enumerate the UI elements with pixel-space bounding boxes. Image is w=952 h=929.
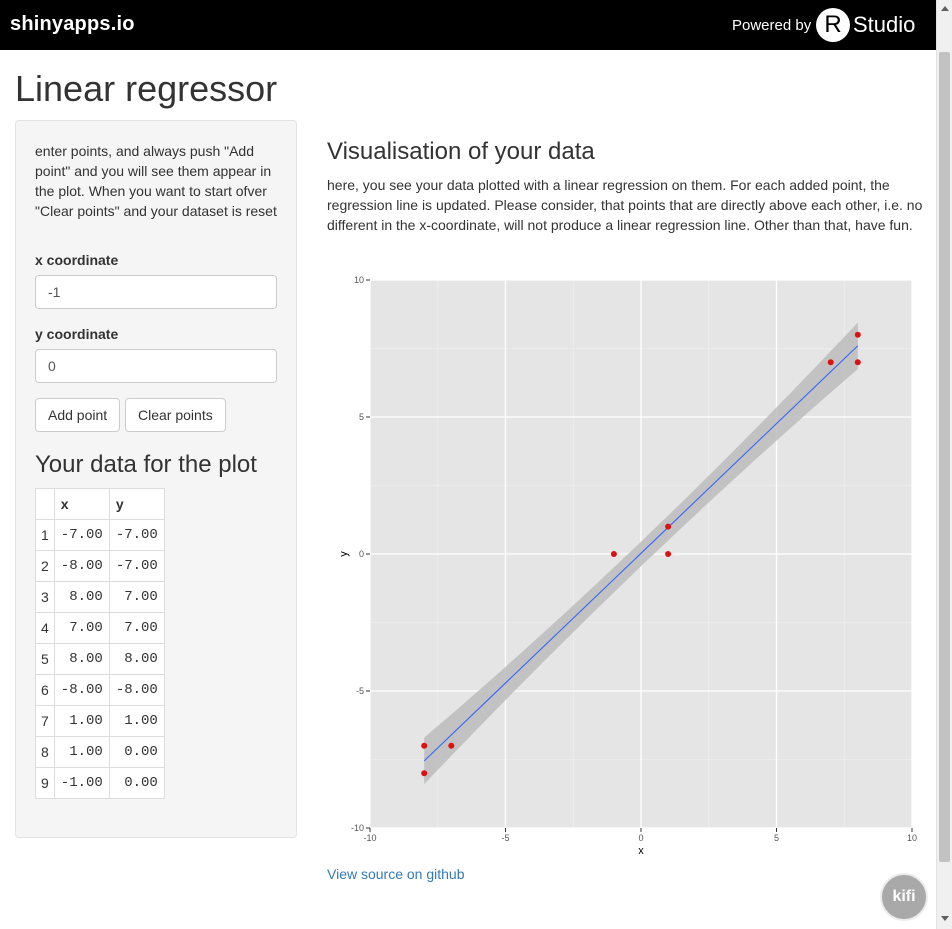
x-tick-label: -10 [363,833,376,843]
data-point [665,551,672,557]
y-value-cell: -7.00 [108,519,165,551]
header-x: x [53,488,110,520]
plot-section-title: Visualisation of your data [327,138,595,165]
clear-points-button[interactable]: Clear points [125,398,226,432]
y-tick-label: 10 [354,275,364,285]
y-tick-label: -5 [356,686,364,696]
brand-logo[interactable]: shinyapps.io [10,13,135,35]
row-index-cell: 7 [35,705,55,737]
x-value-cell: 7.00 [53,612,110,644]
row-index-cell: 9 [35,767,55,799]
table-row: 1 -7.00 -7.00 [35,519,165,551]
row-index-cell: 8 [35,736,55,768]
sidebar-panel: enter points, and always push "Add point… [15,120,297,838]
table-header-row: x y [35,488,165,520]
plot-description: here, you see your data plotted with a l… [327,177,923,233]
x-value-cell: -8.00 [53,674,110,706]
rstudio-r-icon[interactable]: R [816,8,850,42]
x-value-cell: -1.00 [53,767,110,799]
kifi-button[interactable]: kifi [880,873,928,921]
data-point [610,551,617,557]
row-index-cell: 3 [35,581,55,613]
table-row: 4 7.00 7.00 [35,612,165,644]
y-coordinate-label: y coordinate [35,326,119,342]
x-value-cell: -7.00 [53,519,110,551]
x-tick-label: -5 [501,833,509,843]
scrollbar-thumb[interactable] [939,52,950,862]
table-row: 7 1.00 1.00 [35,705,165,737]
data-point [665,523,672,530]
row-index-cell: 5 [35,643,55,675]
powered-by-label: Powered by [732,17,812,34]
y-value-cell: 8.00 [108,643,165,675]
x-tick-label: 10 [907,833,917,843]
data-point [448,742,455,749]
regression-line [423,345,859,762]
y-value-cell: 7.00 [108,612,165,644]
page-title: Linear regressor [15,68,278,109]
axes: -10 -5 0 5 10 -10 -5 0 5 10 [351,275,917,843]
data-point [421,770,428,777]
y-coordinate-input[interactable] [35,349,277,383]
scroll-up-arrow-icon[interactable] [941,6,949,11]
add-point-button[interactable]: Add point [35,398,121,432]
y-value-cell: -7.00 [108,550,165,582]
page-scrollbar[interactable] [936,0,952,929]
data-point [854,359,861,366]
data-points [421,331,861,777]
table-row: 6 -8.00 -8.00 [35,674,165,706]
x-value-cell: 8.00 [53,643,110,675]
x-tick-label: 0 [638,833,643,843]
y-value-cell: -8.00 [108,674,165,706]
sidebar-intro-text: enter points, and always push "Add point… [35,143,277,219]
row-index-cell: 2 [35,550,55,582]
y-value-cell: 0.00 [108,767,165,799]
table-row: 2 -8.00 -7.00 [35,550,165,582]
x-coordinate-label: x coordinate [35,252,119,268]
x-axis-label: x [638,845,644,857]
x-tick-label: 5 [774,833,779,843]
rstudio-logo-text[interactable]: Studio [853,12,916,37]
row-index-cell: 4 [35,612,55,644]
table-row: 8 1.00 0.00 [35,736,165,768]
data-point [421,742,428,749]
data-table: x y 1 -7.00 -7.00 2 -8.00 -7.00 3 8.00 7.00 4 7.00… [35,488,165,799]
table-row: 5 8.00 8.00 [35,643,165,675]
y-value-cell: 0.00 [108,736,165,768]
header-y: y [108,488,165,520]
scroll-down-arrow-icon[interactable] [941,916,949,921]
y-tick-label: 0 [359,549,364,559]
x-coordinate-input[interactable] [35,275,277,309]
y-tick-label: 5 [359,412,364,422]
x-value-cell: 1.00 [53,736,110,768]
table-title: Your data for the plot [35,451,257,478]
view-source-link[interactable]: View source on github [327,866,465,882]
y-value-cell: 1.00 [108,705,165,737]
header-index [35,488,55,520]
data-point [827,359,834,366]
x-value-cell: -8.00 [53,550,110,582]
data-point [854,331,861,338]
x-value-cell: 1.00 [53,705,110,737]
x-value-cell: 8.00 [53,581,110,613]
row-index-cell: 1 [35,519,55,551]
y-axis-label: y [338,551,350,557]
row-index-cell: 6 [35,674,55,706]
y-value-cell: 7.00 [108,581,165,613]
top-navbar: shinyapps.io Powered by R Studio [0,0,936,50]
table-row: 3 8.00 7.00 [35,581,165,613]
y-tick-label: -10 [351,823,364,833]
regression-plot: -10 -5 0 5 10 -10 -5 0 5 10 x y [338,275,917,857]
table-row: 9 -1.00 0.00 [35,767,165,799]
